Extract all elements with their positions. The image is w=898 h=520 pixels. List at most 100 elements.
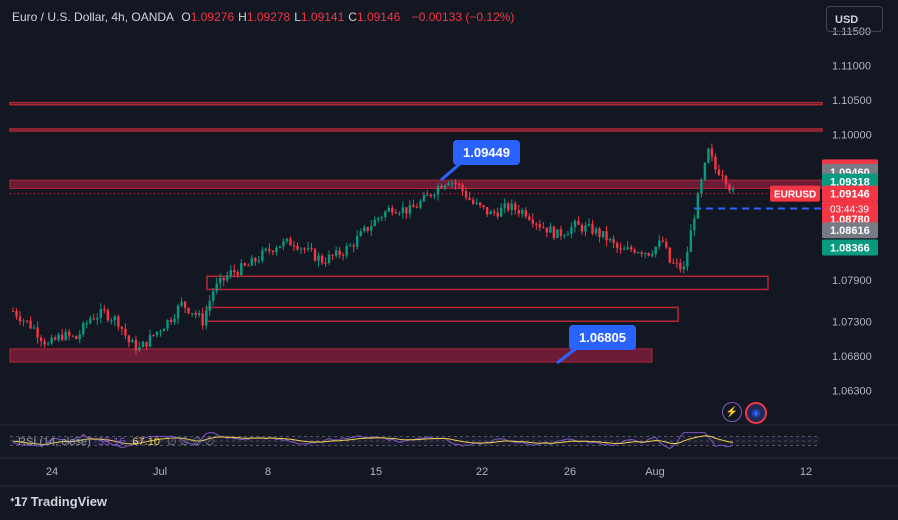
candle bbox=[573, 218, 577, 233]
candle-body bbox=[608, 238, 612, 241]
candle bbox=[447, 181, 450, 186]
candle bbox=[524, 207, 527, 219]
candle bbox=[408, 199, 412, 219]
candle bbox=[190, 312, 194, 317]
globe-icon[interactable]: ◉ bbox=[745, 402, 767, 424]
candle-body bbox=[46, 343, 50, 345]
candle-body bbox=[194, 313, 197, 316]
candle bbox=[338, 246, 341, 259]
candle-body bbox=[187, 307, 190, 314]
candle bbox=[665, 238, 668, 250]
candle-body bbox=[492, 211, 496, 213]
candle-body bbox=[250, 258, 254, 266]
candle bbox=[306, 241, 310, 252]
candle-body bbox=[728, 184, 731, 191]
candle-body bbox=[317, 255, 320, 261]
candle bbox=[643, 252, 647, 259]
tradingview-label: TradingView bbox=[30, 494, 108, 509]
candle-body bbox=[373, 219, 376, 227]
candle-body bbox=[665, 241, 668, 248]
candle-body bbox=[440, 186, 443, 189]
x-tick-label: 26 bbox=[564, 466, 576, 478]
candle bbox=[700, 178, 703, 198]
candle-body bbox=[180, 301, 183, 306]
candle-body bbox=[78, 334, 81, 340]
candle bbox=[559, 225, 563, 240]
y-tick-label: 1.06800 bbox=[832, 351, 872, 363]
rsi-label: RSI (14, close) bbox=[18, 436, 91, 448]
candle bbox=[106, 308, 110, 323]
candle-body bbox=[696, 193, 700, 219]
candle-body bbox=[32, 327, 36, 329]
candle-body bbox=[643, 252, 647, 255]
price-tag-text: 1.09146 bbox=[830, 189, 870, 201]
lightning-icon[interactable]: ⚡ bbox=[722, 402, 742, 422]
candle bbox=[71, 334, 74, 338]
candle-body bbox=[338, 250, 341, 256]
ohlc-value-c: 1.09146 bbox=[356, 10, 401, 24]
price-change: −0.00133 (−0.12%) bbox=[411, 10, 515, 24]
candle-body bbox=[573, 220, 577, 227]
candle-body bbox=[499, 207, 503, 217]
candle-body bbox=[636, 252, 640, 254]
candle-body bbox=[471, 199, 475, 204]
candle bbox=[324, 257, 327, 267]
candle bbox=[499, 202, 503, 218]
candle bbox=[675, 258, 679, 269]
price-tag: 1.08616 bbox=[822, 222, 878, 239]
y-tick-label: 1.06300 bbox=[832, 385, 872, 397]
candle-body bbox=[82, 323, 85, 335]
candle-body bbox=[60, 334, 64, 340]
candle-body bbox=[229, 270, 232, 276]
candle-body bbox=[57, 334, 60, 340]
candle-body bbox=[419, 201, 422, 208]
candle-body bbox=[524, 209, 527, 217]
candle-body bbox=[159, 331, 162, 333]
candle-body bbox=[271, 250, 275, 253]
candle bbox=[75, 335, 78, 340]
candle-body bbox=[658, 240, 661, 247]
rsi-ma-line bbox=[12, 435, 734, 445]
candle bbox=[120, 326, 124, 335]
candle-body bbox=[236, 272, 239, 276]
candle-body bbox=[436, 186, 440, 195]
candle bbox=[387, 204, 391, 213]
candle-body bbox=[464, 191, 468, 198]
candle bbox=[398, 211, 401, 217]
candle-body bbox=[131, 339, 134, 343]
candle bbox=[591, 219, 594, 236]
candle bbox=[636, 251, 640, 254]
candle bbox=[658, 234, 661, 250]
candle bbox=[429, 193, 433, 199]
currency-button[interactable]: USD bbox=[826, 6, 883, 32]
candle bbox=[714, 153, 717, 174]
candle bbox=[563, 233, 566, 239]
candle-body bbox=[622, 249, 626, 251]
candle-body bbox=[682, 266, 686, 270]
candle-body bbox=[377, 217, 380, 220]
candle bbox=[201, 307, 204, 330]
candle-body bbox=[36, 327, 39, 338]
candle bbox=[310, 242, 313, 252]
candle-body bbox=[110, 320, 113, 322]
candle-body bbox=[334, 250, 338, 256]
candle-body bbox=[514, 203, 517, 211]
candle-body bbox=[615, 242, 619, 248]
tradingview-logo[interactable]: ᐩ𝟭7 TradingView bbox=[10, 494, 107, 509]
candle bbox=[728, 182, 731, 194]
symbol-badge: EURUSD bbox=[774, 190, 816, 201]
candle-body bbox=[299, 248, 303, 250]
candle-body bbox=[710, 148, 714, 157]
candle bbox=[89, 315, 92, 325]
candle bbox=[426, 190, 429, 196]
candle bbox=[117, 314, 120, 331]
candle bbox=[285, 238, 289, 244]
rsi-ma-value: 67.10 bbox=[132, 436, 160, 448]
candle-body bbox=[359, 231, 362, 237]
candle bbox=[148, 329, 152, 348]
candle-body bbox=[268, 248, 271, 251]
countdown-bg bbox=[822, 201, 878, 216]
candle-body bbox=[124, 328, 127, 336]
symbol-badge-bg bbox=[770, 185, 820, 202]
